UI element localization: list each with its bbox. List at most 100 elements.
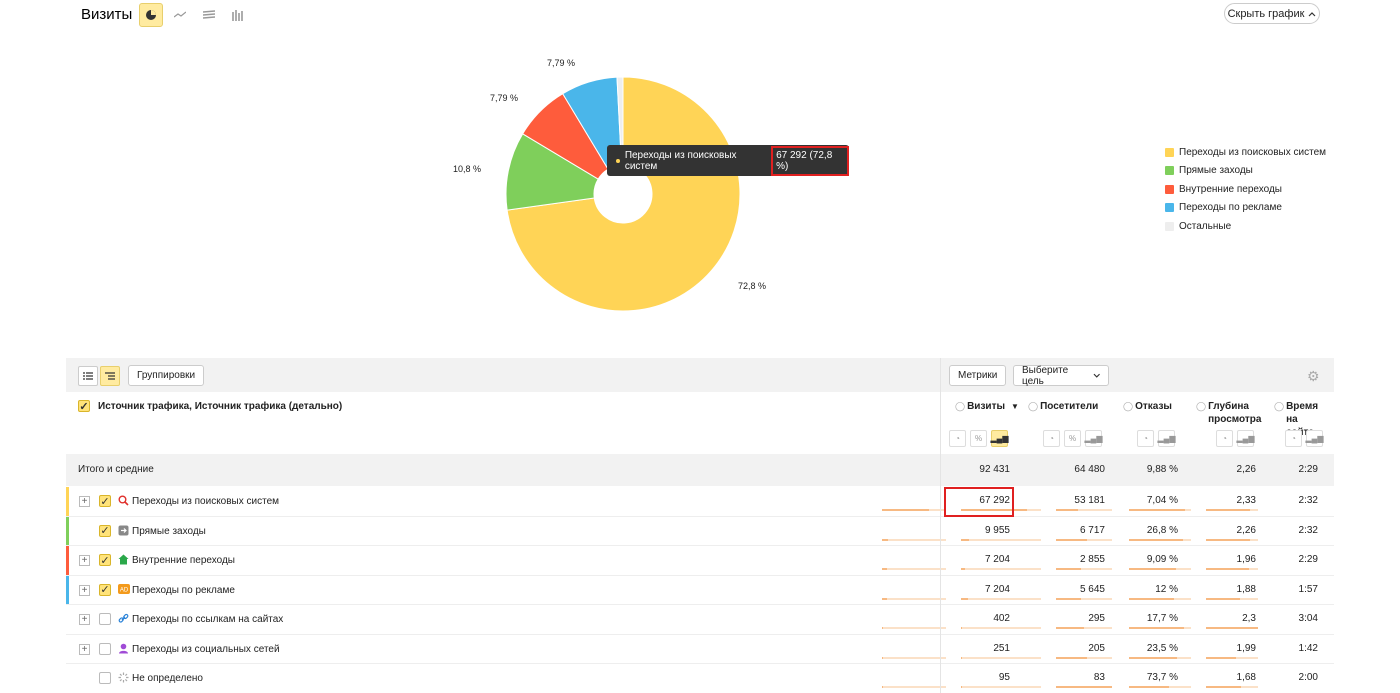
row-value: 9,09 % [1146,554,1178,565]
row-value: 1,88 [1236,583,1256,595]
chart-header: Визиты Скрыть график [0,0,1400,36]
col-header-bounces[interactable]: ◯ Отказы [1123,400,1172,413]
legend-swatch [1165,147,1174,157]
row-checkbox[interactable]: ✓ [99,524,111,537]
metrics-button[interactable]: Метрики [949,365,1007,386]
value-bar-fill [1056,509,1079,511]
value-bar [961,597,1041,600]
expand-icon[interactable]: + [79,584,90,596]
expand-icon[interactable]: + [79,643,90,655]
legend-swatch [1165,166,1174,176]
line-view-button[interactable] [168,3,192,27]
value-bar-fill [961,538,969,541]
pie-mode-icon[interactable]: ◔ [1043,430,1060,447]
table-row[interactable]: + Переходы по ссылкам на сайтах 402 295 17,7… [66,605,1334,635]
bars-mode-icon[interactable]: ▂▄▆ [1306,430,1324,447]
tooltip-dot [616,158,620,163]
expand-icon[interactable]: + [79,496,90,507]
bars-mode-icon[interactable]: ▂▄▆ [1237,430,1255,447]
list-view-button[interactable] [78,366,98,386]
value-bar-fill [882,568,888,570]
expand-icon[interactable]: + [79,555,90,566]
row-value: 7 204 [984,583,1010,595]
bar-view-button[interactable] [226,3,250,27]
row-checkbox[interactable]: ✓ [99,583,111,596]
col-header-label: Посетители [1040,401,1099,412]
value-bar-fill [1206,568,1250,570]
page-title: Визиты [81,6,133,23]
slice-label-ads: 7,79 % [547,58,576,68]
legend-item-internal[interactable]: Внутренние переходы [1165,180,1326,199]
table-row[interactable]: + ✓ Переходы из поисковых систем 67 292 53 1… [66,487,1334,517]
value-bar-fill [1056,686,1112,688]
totals-row: Итого и средние 92 431 64 480 9,88 % 2,2… [66,454,1334,486]
expand-icon[interactable]: + [79,614,90,625]
gear-icon[interactable]: ⚙ [1307,368,1320,384]
tree-view-button[interactable] [100,366,120,386]
table-header: ✓ Источник трафика, Источник трафика (де… [66,392,1334,454]
row-checkbox[interactable] [99,672,111,684]
chevron-down-icon [1093,373,1100,378]
pie-mode-icon[interactable]: ◔ [1216,430,1233,447]
row-checkbox[interactable]: ✓ [99,495,111,508]
dimension-checkbox[interactable]: ✓ [78,400,90,413]
value-bar [1206,509,1258,511]
select-goal-dropdown[interactable]: Выберите цель [1013,364,1109,387]
tooltip-value: 67 292 (72,8 %) [771,145,849,176]
pie-view-button[interactable] [139,3,163,27]
hide-chart-label: Скрыть график [1227,7,1305,20]
legend-item-search[interactable]: Переходы из поисковых систем [1165,143,1326,162]
table-row[interactable]: + ✓ AD Переходы по рекламе 7 204 5 645 12 % 1,8… [66,575,1334,605]
value-bar [1129,538,1191,541]
table-row[interactable]: Не определено 95 83 73,7 % 1,68 2:00 [66,664,1334,693]
slice-label-search: 72,8 % [738,281,767,291]
percent-mode-icon[interactable]: % [970,430,987,447]
value-bar [961,627,1041,629]
groupings-button[interactable]: Группировки [128,365,205,386]
value-bar [961,686,1041,688]
bars-mode-icon[interactable]: ▂▄▆ [1158,430,1176,447]
table-row[interactable]: + Переходы из социальных сетей 251 205 23,5 … [66,634,1334,664]
legend-item-direct[interactable]: Прямые заходы [1165,162,1326,181]
value-bar-fill [1056,568,1082,570]
legend-item-other[interactable]: Остальные [1165,217,1326,236]
col-header-visitors[interactable]: ◯ Посетители [1028,400,1098,413]
table-row[interactable]: ✓ Прямые заходы 9 955 6 717 26,8 % 2,26 2:32 [66,516,1334,546]
col-header-visits[interactable]: ◯ Визиты ▼ [955,400,1019,413]
info-icon: ◯ [1123,401,1134,411]
row-checkbox[interactable]: ✓ [99,554,111,567]
legend-item-ads[interactable]: Переходы по рекламе [1165,199,1326,218]
value-bar-fill [1206,627,1258,629]
table-toolbar: Группировки Метрики Выберите цель ⚙ [66,358,1334,392]
col-header-label: Визиты [967,401,1006,412]
col-header-depth[interactable]: ◯ Глубина просмотра [1196,400,1261,426]
sort-desc-icon: ▼ [1011,402,1019,411]
row-value: 1,68 [1236,672,1256,683]
hide-chart-button[interactable]: Скрыть график [1224,3,1320,24]
bounces-display-icons: ◔ ▂▄▆ [1137,430,1176,447]
bars-mode-icon[interactable]: ▂▄▆ [991,430,1009,447]
info-icon: ◯ [1196,401,1207,411]
pie-mode-icon[interactable]: ◔ [949,430,966,447]
pie-mode-icon[interactable]: ◔ [1137,430,1154,447]
value-bar [1206,627,1258,629]
row-value: 3:04 [1298,613,1318,624]
row-checkbox[interactable] [99,613,111,625]
value-bar-fill [1129,656,1177,659]
value-bar [1206,568,1258,570]
percent-mode-icon[interactable]: % [1064,430,1081,447]
link-icon [117,612,130,625]
row-value: 2:29 [1298,554,1318,565]
pie-mode-icon[interactable]: ◔ [1285,430,1302,447]
value-bar [1129,509,1191,511]
value-bar [1056,568,1112,570]
area-view-button[interactable] [197,3,221,27]
row-value: 402 [993,613,1010,624]
row-checkbox[interactable] [99,642,111,655]
value-bar [961,568,1041,570]
select-goal-label: Выберите цель [1022,364,1069,387]
value-bar-fill [1206,538,1251,541]
social-icon [117,642,130,655]
table-row[interactable]: + ✓ Внутренние переходы 7 204 2 855 9,09 % 1,9… [66,546,1334,576]
bars-mode-icon[interactable]: ▂▄▆ [1085,430,1103,447]
